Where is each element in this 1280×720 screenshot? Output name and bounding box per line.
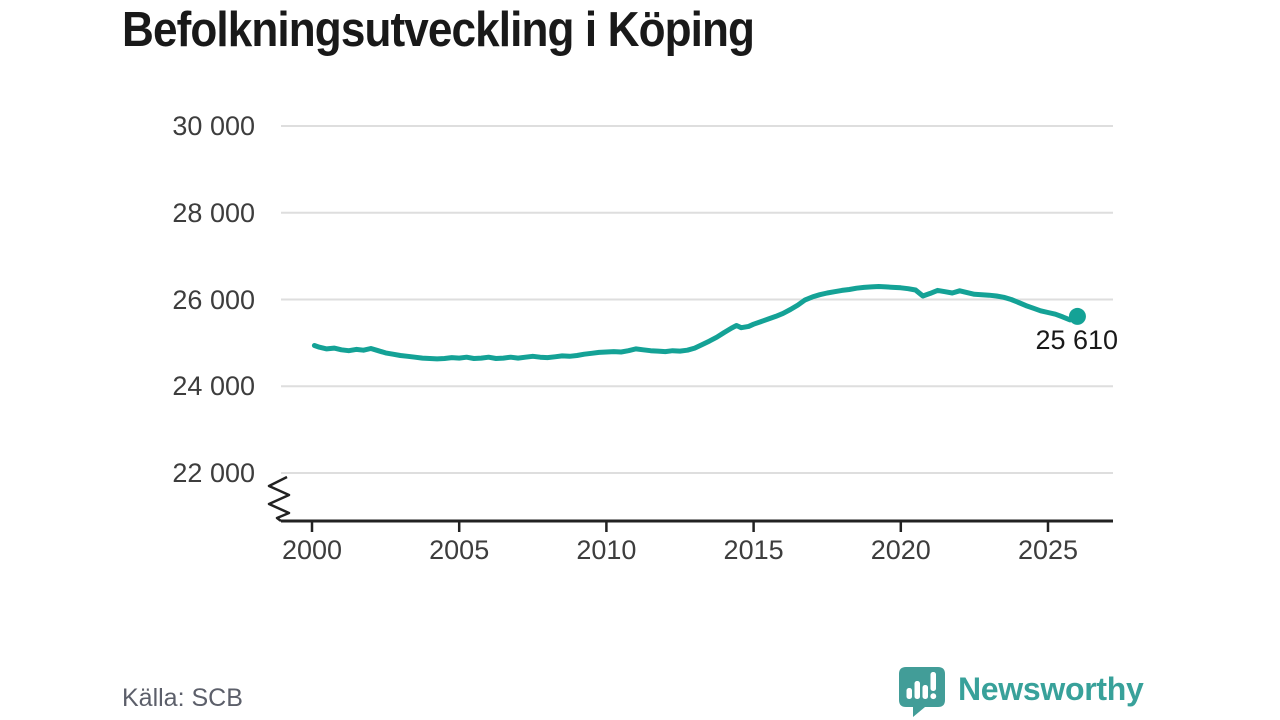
population-line	[311, 284, 1080, 362]
y-tick-label: 26 000	[172, 284, 255, 315]
x-tick-label: 2025	[1017, 535, 1079, 565]
x-tick-label: 2000	[281, 535, 343, 565]
x-axis-ticks	[310, 521, 1050, 532]
source-label: Källa: SCB	[122, 684, 243, 712]
x-tick-label: 2020	[870, 535, 931, 565]
speech-bubble-shape	[899, 667, 945, 717]
series-end-marker	[1068, 307, 1086, 325]
y-tick-label: 30 000	[172, 111, 255, 141]
axis-break-squiggle	[267, 475, 291, 522]
end-value-label: 25 610	[1035, 325, 1119, 356]
y-tick-label: 22 000	[172, 458, 255, 488]
y-tick-label: 24 000	[172, 371, 255, 402]
x-tick-label: 2005	[429, 535, 490, 565]
newsworthy-logo-icon	[899, 667, 945, 717]
x-tick-label: 2010	[576, 535, 637, 565]
bar-chart-glyph	[906, 672, 937, 700]
chart-title: Befolkningsutveckling i Köping	[122, 3, 755, 57]
gridlines	[281, 125, 1113, 474]
newsworthy-wordmark: Newsworthy	[958, 671, 1144, 707]
y-tick-label: 28 000	[172, 197, 255, 228]
x-tick-label: 2015	[723, 535, 784, 565]
newsworthy-logo: Newsworthy	[897, 665, 1144, 718]
